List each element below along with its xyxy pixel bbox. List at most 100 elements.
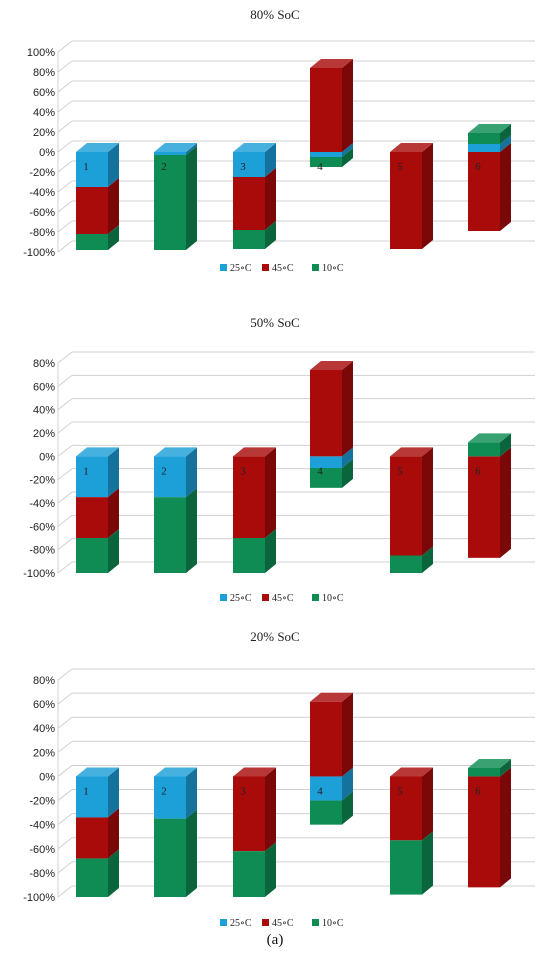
gridline <box>57 100 73 113</box>
bar-segment-side <box>342 692 353 777</box>
bar-category-label: 1 <box>83 161 89 173</box>
bar-segment-front <box>390 776 422 841</box>
chart-title: 80% SoC <box>250 7 299 22</box>
legend-swatch <box>312 919 319 926</box>
bar-segment-front <box>76 152 108 187</box>
gridline <box>57 351 73 364</box>
bar-segment-side <box>342 767 353 801</box>
bar-segment-side <box>265 221 276 249</box>
bar-segment-side <box>186 146 197 250</box>
bar-segment-side <box>265 529 276 573</box>
y-tick-label: 40% <box>33 405 55 417</box>
bar-category-label: 3 <box>240 785 246 797</box>
y-tick-label: 0% <box>39 771 55 783</box>
bar-top-cap <box>390 143 433 152</box>
bar-segment-side <box>422 831 433 895</box>
bar-segment-side <box>342 447 353 468</box>
bar-segment-front <box>310 157 342 167</box>
bar-category-label: 6 <box>475 161 481 173</box>
y-tick-label: -20% <box>29 167 55 179</box>
bar-segment-front <box>310 456 342 468</box>
legend-swatch <box>312 264 319 271</box>
y-tick-label: -80% <box>29 868 55 880</box>
bar-segment-side <box>265 447 276 538</box>
bar-segment-side <box>108 849 119 897</box>
legend-swatch <box>220 919 227 926</box>
bar-segment-front <box>468 144 500 152</box>
bar-category-label: 1 <box>83 785 89 797</box>
bar-segment-front <box>310 776 342 801</box>
bar-segment-side <box>108 178 119 234</box>
bar-segment-side <box>342 143 353 157</box>
bar-segment-front <box>233 776 265 852</box>
gridline <box>57 789 73 801</box>
bar-category-label: 5 <box>397 161 403 173</box>
bar-segment-front <box>154 456 186 498</box>
legend-swatch <box>262 594 269 601</box>
y-tick-label: -20% <box>29 796 55 808</box>
bar-category-label: 3 <box>240 161 246 173</box>
gridline <box>57 561 73 574</box>
gridline <box>57 220 73 233</box>
chart-title: 20% SoC <box>250 629 299 644</box>
bar-top-cap <box>468 124 511 133</box>
y-tick-label: 20% <box>33 747 55 759</box>
bar-top-cap <box>233 447 276 457</box>
y-tick-label: 80% <box>33 675 55 687</box>
bar-top-cap <box>310 692 353 702</box>
gridline <box>57 200 73 213</box>
bar-segment-side <box>186 143 197 155</box>
gridline <box>57 861 73 874</box>
bar-segment-side <box>342 59 353 152</box>
y-tick-label: 40% <box>33 723 55 735</box>
bar-segment-side <box>422 143 433 249</box>
legend-swatch <box>262 919 269 926</box>
bar-segment-front <box>468 133 500 144</box>
legend-swatch <box>312 594 319 601</box>
bar-segment-side <box>342 361 353 457</box>
bar-segment-front <box>233 230 265 249</box>
bar-segment-side <box>500 447 511 558</box>
bar-top-cap <box>390 447 433 457</box>
bar-segment-side <box>265 842 276 897</box>
chart-panel: 20% SoC 80% 60% 40% 20% 0% -20% -40% -60% -80% -10… <box>23 629 535 929</box>
bar-segment-front <box>233 851 265 897</box>
bar-top-cap <box>76 767 119 777</box>
bar-segment-side <box>265 168 276 230</box>
bar-top-cap <box>76 143 119 152</box>
bar-segment-front <box>310 152 342 157</box>
bar-top-cap <box>310 59 353 68</box>
bar-segment-front <box>390 555 422 573</box>
bar-segment-front <box>233 538 265 573</box>
chart-title: 50% SoC <box>250 315 299 330</box>
gridline <box>57 80 73 93</box>
y-tick-label: -60% <box>29 844 55 856</box>
bar-segment-side <box>108 447 119 498</box>
bar-segment-side <box>500 433 511 457</box>
bar-top-cap <box>468 759 511 769</box>
bar-category-label: 5 <box>397 465 403 477</box>
bar-segment-side <box>265 143 276 177</box>
bar-category-label: 2 <box>161 785 167 797</box>
y-tick-label: -60% <box>29 207 55 219</box>
bar-segment-side <box>108 488 119 538</box>
bar-segment-side <box>186 488 197 573</box>
gridline <box>57 160 73 173</box>
legend-label: 25∘C <box>230 593 252 604</box>
bar-segment-front <box>468 152 500 231</box>
bar-segment-front <box>310 468 342 488</box>
y-tick-label: -80% <box>29 227 55 239</box>
chart-panel: 50% SoC 80% 60% 40% 20% 0% -20% -40% -60% -80% -10… <box>23 315 535 604</box>
gridline <box>57 60 73 73</box>
bar-category-label: 4 <box>317 161 323 173</box>
bar-top-cap <box>154 767 197 777</box>
bar-segment-front <box>154 155 186 250</box>
bar-top-cap <box>310 361 353 370</box>
bar-top-cap <box>154 447 197 457</box>
bar-segment-front <box>310 370 342 457</box>
y-tick-label: 40% <box>33 107 55 119</box>
y-tick-label: 0% <box>39 147 55 159</box>
bar-category-label: 4 <box>317 785 323 797</box>
bar-category-label: 1 <box>83 465 89 477</box>
